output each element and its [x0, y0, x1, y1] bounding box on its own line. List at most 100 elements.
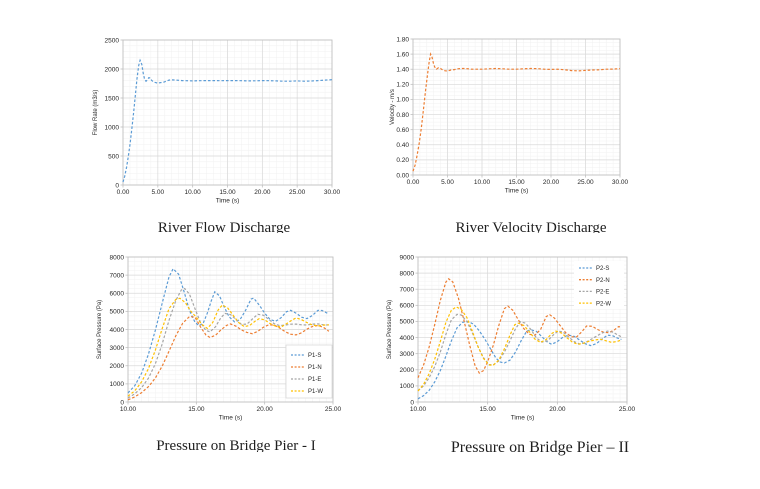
axis-tick-labels: 0.00 5.00 10.00 15.00 20.00 25.00 30.00 0.00 0.2…	[396, 36, 628, 186]
legend: P1-S P1-N P1-E P1-W	[285, 344, 333, 399]
legend: P2-S P2-N P2-E P2-W	[574, 261, 624, 309]
svg-text:20.00: 20.00	[257, 406, 274, 413]
svg-text:0.80: 0.80	[396, 112, 409, 119]
svg-text:2000: 2000	[110, 363, 125, 370]
svg-text:2500: 2500	[105, 37, 120, 44]
y-axis-title: Flow Rate (m3/s)	[93, 90, 99, 136]
svg-text:15.00: 15.00	[188, 406, 205, 413]
svg-text:6000: 6000	[110, 291, 125, 298]
svg-text:20.00: 20.00	[549, 406, 566, 413]
legend-label-P1-W: P1-W	[308, 389, 323, 395]
svg-text:6000: 6000	[400, 303, 415, 310]
legend-label-P2-S: P2-S	[596, 266, 609, 272]
svg-text:4000: 4000	[110, 327, 125, 334]
legend-label-P2-E: P2-E	[596, 290, 609, 296]
svg-text:25.00: 25.00	[325, 406, 342, 413]
x-axis-title: Time (s)	[511, 415, 535, 422]
series-lines	[412, 52, 621, 172]
series-P2-S	[417, 320, 622, 400]
axis-ticks	[125, 256, 334, 405]
svg-text:1000: 1000	[105, 124, 120, 131]
axis-tick-labels: 10.00 15.00 20.00 25.00 0 1000 2000 3000 4000 500…	[110, 254, 342, 413]
caption-river-flow: River Flow Discharge	[157, 220, 291, 233]
axis-tick-labels: 10.00 15.00 20.00 25.00 0 1000 2000 3000 4000 500…	[400, 254, 636, 413]
svg-text:10.00: 10.00	[120, 406, 137, 413]
axis-ticks	[415, 256, 628, 405]
x-axis-title: Time (s)	[216, 198, 240, 205]
x-axis-title: Time (s)	[219, 415, 243, 422]
svg-text:0.60: 0.60	[396, 127, 409, 134]
svg-text:0.00: 0.00	[117, 189, 130, 196]
series-lines	[122, 58, 333, 183]
svg-text:0.00: 0.00	[407, 179, 420, 186]
svg-text:9000: 9000	[400, 254, 415, 261]
series-P1-W	[127, 297, 329, 397]
axis-ticks	[120, 39, 333, 188]
svg-text:10.00: 10.00	[410, 406, 427, 413]
svg-text:7000: 7000	[110, 272, 125, 279]
legend-label-P1-E: P1-E	[308, 377, 321, 383]
svg-text:3000: 3000	[110, 345, 125, 352]
svg-text:15.00: 15.00	[480, 406, 497, 413]
legend-label-P2-W: P2-W	[596, 301, 611, 307]
series-P1-E	[127, 287, 329, 399]
svg-text:5.00: 5.00	[152, 189, 165, 196]
svg-text:8000: 8000	[400, 270, 415, 277]
svg-text:0.00: 0.00	[396, 172, 409, 179]
svg-text:1.40: 1.40	[396, 67, 409, 74]
svg-text:25.00: 25.00	[289, 189, 306, 196]
svg-text:5000: 5000	[110, 309, 125, 316]
major-gridlines	[123, 40, 332, 185]
svg-text:1.00: 1.00	[396, 97, 409, 104]
svg-text:3000: 3000	[400, 351, 415, 358]
svg-text:15.00: 15.00	[508, 179, 525, 186]
svg-text:15.00: 15.00	[219, 189, 236, 196]
svg-text:20.00: 20.00	[254, 189, 271, 196]
svg-text:8000: 8000	[110, 254, 125, 261]
axis-ticks	[410, 38, 621, 178]
legend-label-P1-S: P1-S	[308, 353, 321, 359]
series-P1-N	[127, 315, 330, 401]
svg-text:4000: 4000	[400, 335, 415, 342]
x-axis-title: Time (s)	[505, 188, 529, 195]
pier2-plot: 10.00 15.00 20.00 25.00 0 1000 2000 3000 4000 500…	[387, 254, 636, 422]
chart-river-flow: 0.00 5.00 10.00 15.00 20.00 25.00 30.00 0 500 100…	[90, 26, 342, 219]
legend-label-P2-N: P2-N	[596, 278, 610, 284]
y-axis-title: Surface Pressure (Pa)	[387, 300, 393, 359]
svg-text:1000: 1000	[110, 381, 125, 388]
pier1-plot: 10.00 15.00 20.00 25.00 0 1000 2000 3000 4000 500…	[97, 254, 342, 422]
svg-text:5000: 5000	[400, 319, 415, 326]
plot-border	[417, 256, 628, 403]
svg-text:30.00: 30.00	[612, 179, 629, 186]
svg-text:7000: 7000	[400, 287, 415, 294]
svg-text:1.20: 1.20	[396, 82, 409, 89]
svg-text:20.00: 20.00	[543, 179, 560, 186]
y-axis-title: Surface Pressure (Pa)	[97, 300, 103, 359]
caption-pressure-pier2: Pressure on Bridge Pier – II	[450, 439, 630, 456]
svg-text:5.00: 5.00	[441, 179, 454, 186]
svg-text:0.40: 0.40	[396, 142, 409, 149]
svg-text:0: 0	[120, 399, 124, 406]
chart-pressure-pier1: 10.00 15.00 20.00 25.00 0 1000 2000 3000 4000 500…	[95, 248, 347, 437]
svg-text:1000: 1000	[400, 383, 415, 390]
svg-text:1.60: 1.60	[396, 51, 409, 58]
series-lines	[417, 277, 622, 400]
river-flow-plot: 0.00 5.00 10.00 15.00 20.00 25.00 30.00 0 500 100…	[93, 37, 341, 205]
axis-tick-labels: 0.00 5.00 10.00 15.00 20.00 25.00 30.00 0 500 100…	[105, 37, 341, 196]
series-P2-W	[417, 306, 622, 392]
svg-text:25.00: 25.00	[577, 179, 594, 186]
chart-river-velocity: 0.00 5.00 10.00 15.00 20.00 25.00 30.00 0.00 0.2…	[385, 26, 642, 213]
caption-pressure-pier1: Pressure on Bridge Pier - I	[156, 438, 316, 452]
svg-text:10.00: 10.00	[185, 189, 202, 196]
svg-text:2000: 2000	[400, 367, 415, 374]
svg-text:10.00: 10.00	[474, 179, 491, 186]
caption-river-velocity: River Velocity Discharge	[455, 220, 607, 233]
svg-text:1.80: 1.80	[396, 36, 409, 43]
svg-text:0: 0	[115, 182, 119, 189]
svg-text:0: 0	[410, 399, 414, 406]
series-P2-E	[417, 313, 622, 392]
svg-text:25.00: 25.00	[619, 406, 636, 413]
chart-pressure-pier2: 10.00 15.00 20.00 25.00 0 1000 2000 3000 4000 500…	[386, 248, 643, 437]
series-Velocity	[412, 52, 621, 172]
